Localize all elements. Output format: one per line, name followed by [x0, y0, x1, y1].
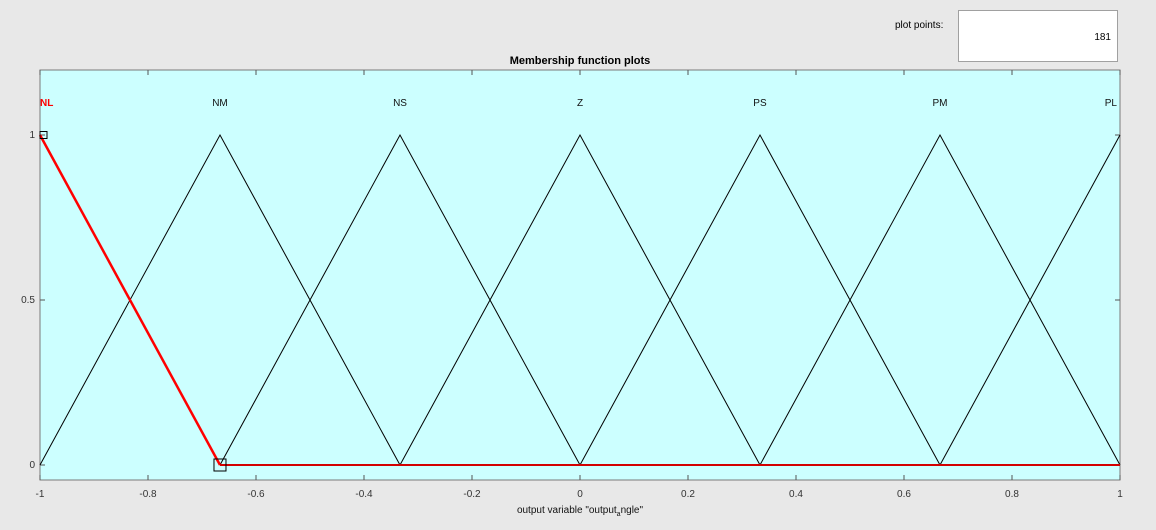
- x-tick-label: 0: [577, 489, 583, 500]
- mf-curve-ns[interactable]: [219, 133, 581, 466]
- mf-label-nl[interactable]: NL: [40, 98, 53, 109]
- mf-label-ps[interactable]: PS: [753, 98, 767, 109]
- x-tick-label: 0.6: [897, 489, 911, 500]
- y-tick-label: 1: [29, 130, 35, 141]
- mf-curve-nm[interactable]: [39, 133, 401, 466]
- mf-curve-nl[interactable]: [38, 134, 222, 466]
- plot-points-value: 181: [1094, 32, 1111, 43]
- mf-curve-ps[interactable]: [579, 133, 941, 466]
- x-axis-label: output variable "outputangle": [517, 505, 644, 518]
- x-tick-label: -0.6: [247, 489, 265, 500]
- plot-area[interactable]: [39, 69, 1121, 481]
- x-tick-label: -0.4: [355, 489, 373, 500]
- mf-curve-pl[interactable]: [939, 134, 1121, 466]
- mf-curve-pm[interactable]: [759, 133, 1121, 466]
- mf-label-nm[interactable]: NM: [212, 98, 228, 109]
- x-tick-label: 1: [1117, 489, 1123, 500]
- y-tick-label: 0.5: [21, 295, 35, 306]
- plot-points-label: plot points:: [895, 20, 944, 31]
- x-tick-label: -1: [36, 489, 45, 500]
- x-tick-label: 0.8: [1005, 489, 1019, 500]
- x-tick-label: 0.2: [681, 489, 695, 500]
- y-tick-label: 0: [29, 460, 35, 471]
- mf-vertex-handle[interactable]: [213, 458, 227, 472]
- x-tick-label: -0.8: [139, 489, 157, 500]
- x-tick-label: -0.2: [463, 489, 481, 500]
- mf-label-ns[interactable]: NS: [393, 98, 407, 109]
- mf-vertex-handle[interactable]: [39, 131, 48, 139]
- x-tick-label: 0.4: [789, 489, 803, 500]
- chart-title: Membership function plots: [510, 55, 651, 67]
- plot-points-input[interactable]: 181: [958, 10, 1118, 62]
- mf-label-z[interactable]: Z: [577, 98, 583, 109]
- mf-curve-z[interactable]: [399, 133, 761, 466]
- mf-label-pl[interactable]: PL: [1105, 98, 1118, 109]
- mf-label-pm[interactable]: PM: [933, 98, 948, 109]
